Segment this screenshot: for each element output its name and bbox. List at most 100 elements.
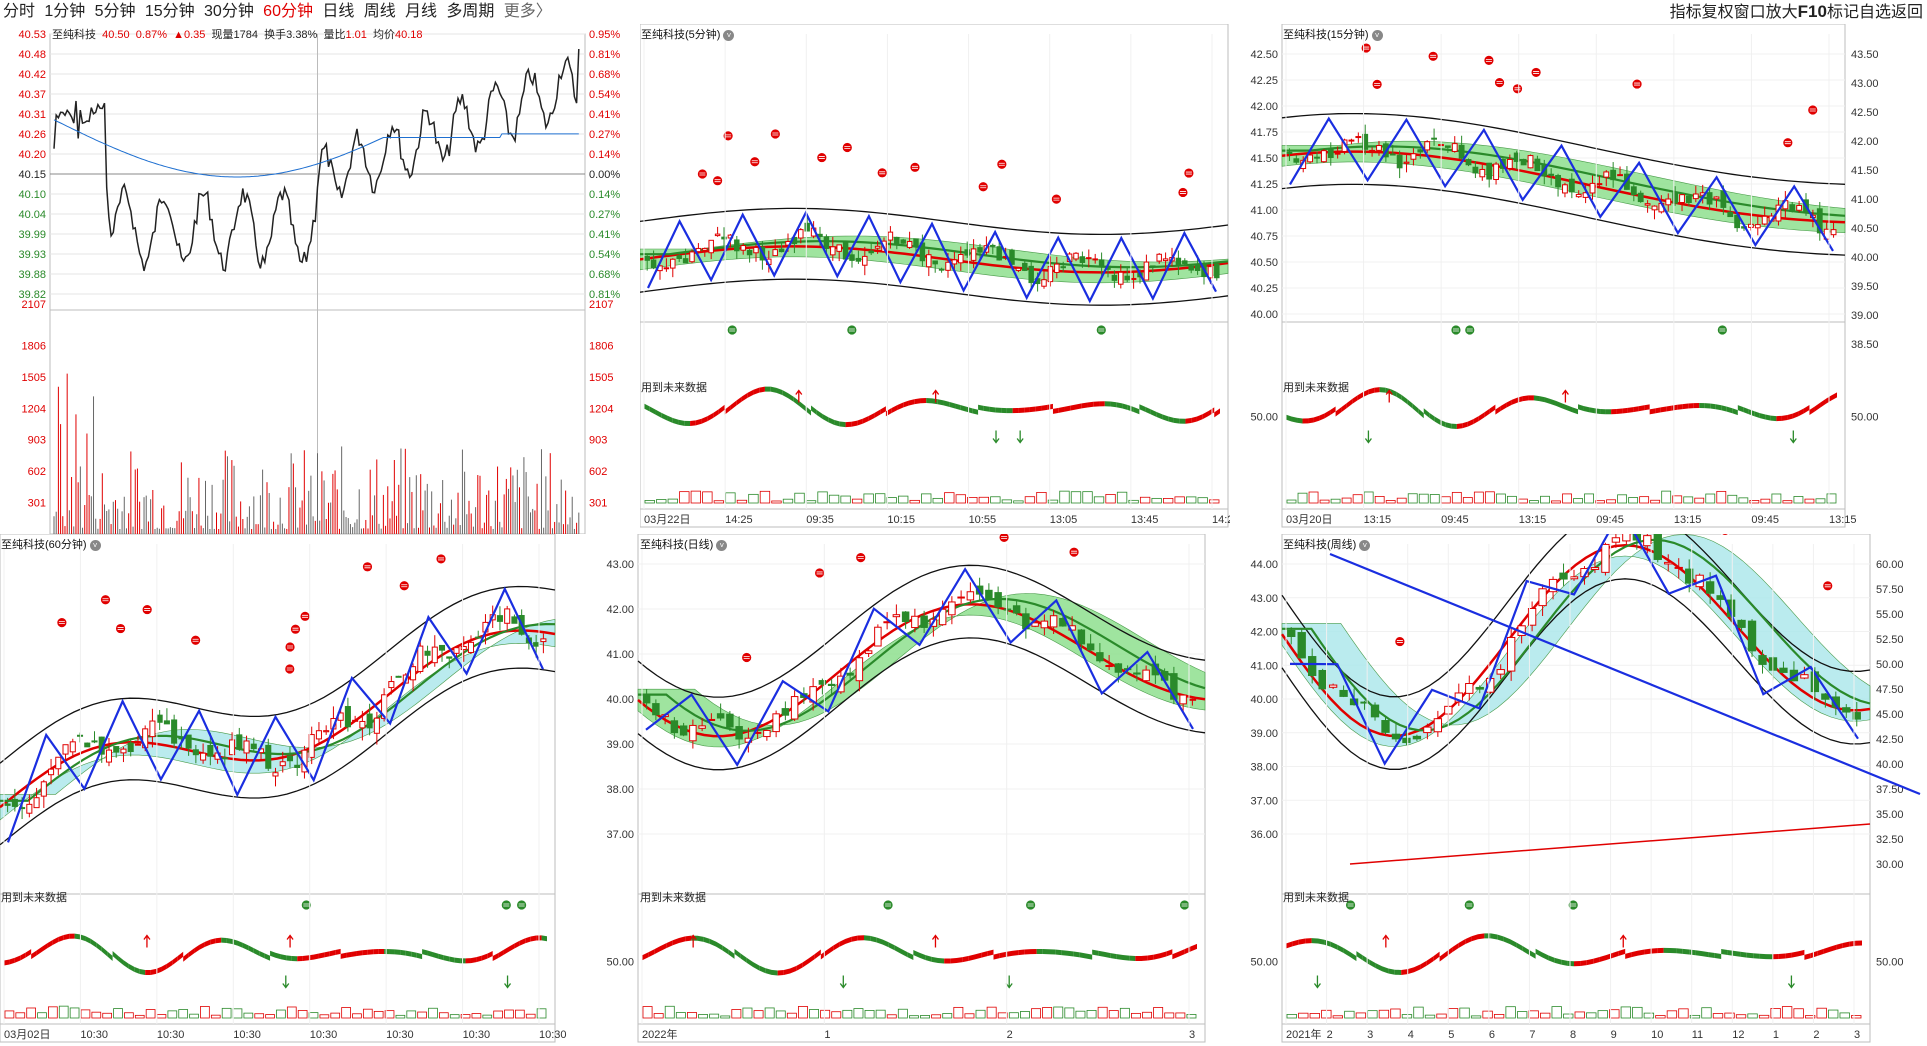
osc-fill <box>1129 955 1136 962</box>
m15-panel[interactable]: 至纯科技(15分钟) ˅ 用到未来数据 42.50 42.25 42.00 41.75 4… <box>1230 24 1927 534</box>
candle <box>1486 162 1493 180</box>
macd-bar <box>1712 1013 1724 1019</box>
macd-bar <box>319 1014 330 1019</box>
osc-fill <box>926 398 932 404</box>
osc-fill <box>1606 952 1613 961</box>
osc-fill <box>1633 406 1639 413</box>
candle <box>1376 145 1382 151</box>
osc-fill <box>764 386 771 392</box>
osc-fill <box>1330 941 1338 950</box>
daily-dropdown-icon[interactable]: ˅ <box>716 539 728 551</box>
price-tick: 42.25 <box>1250 75 1278 87</box>
m5-dropdown-icon[interactable]: ˅ <box>723 29 735 41</box>
daily-panel[interactable]: 至纯科技(日线) ˅ 用到未来数据 43.00 42.00 41.00 40.00 39.… <box>590 534 1230 1046</box>
candle <box>156 714 163 723</box>
macd-bar <box>1163 498 1174 504</box>
macd-bar <box>1001 499 1013 504</box>
macd-bar <box>1851 1015 1862 1019</box>
osc-fill <box>1791 951 1798 958</box>
osc-fill <box>1426 956 1434 966</box>
osc-fill <box>790 965 797 974</box>
osc-fill <box>814 949 821 960</box>
osc-fill <box>1420 960 1427 970</box>
osc-fill <box>1638 405 1645 412</box>
osc-fill <box>1162 414 1169 422</box>
candle <box>1098 259 1105 267</box>
osc-fill <box>1467 419 1474 427</box>
tab-weekly[interactable]: 周线 <box>363 3 396 20</box>
candle <box>846 672 854 676</box>
osc-fill <box>833 941 840 951</box>
tab-5min[interactable]: 5分钟 <box>94 3 136 20</box>
candle <box>1475 686 1484 690</box>
zoom-button[interactable]: 放大 <box>1765 4 1798 21</box>
tab-more[interactable]: 更多〉 <box>503 3 552 20</box>
right-toolbar: 指标复权窗口放大F10标记自选返回 <box>1670 0 1923 24</box>
candle <box>359 720 366 729</box>
price-tick: 40.20 <box>18 149 46 161</box>
macd-bar <box>1562 493 1572 504</box>
sell-signal-icon <box>1782 137 1794 149</box>
tab-daily[interactable]: 日线 <box>322 3 355 20</box>
volume-tick: 1505 <box>22 372 46 384</box>
m60-dropdown-icon[interactable]: ˅ <box>89 539 101 551</box>
macd-bar <box>944 492 955 504</box>
m60-panel[interactable]: 至纯科技(60分钟) ˅ 用到未来数据 03月02日 10:30 10:30 10:30… <box>0 534 590 1046</box>
macd-bar <box>1749 500 1760 504</box>
osc-fill <box>1104 951 1111 959</box>
tab-intraday[interactable]: 分时 <box>3 3 36 20</box>
tab-1min[interactable]: 1分钟 <box>44 3 86 20</box>
sell-signal-icon <box>284 641 296 653</box>
osc-fill <box>1754 411 1760 419</box>
sell-signal-icon <box>1360 42 1372 54</box>
tab-multi-period[interactable]: 多周期 <box>446 3 495 20</box>
osc-fill <box>685 935 692 942</box>
candle <box>772 249 778 257</box>
intraday-panel[interactable]: 至纯科技 40.50 0.87% ▲0.35 现量1784 换手3.38% 量比… <box>0 24 640 534</box>
osc-fill <box>1133 406 1140 415</box>
tab-30min[interactable]: 30分钟 <box>204 3 254 20</box>
candle <box>1713 196 1720 200</box>
osc-fill <box>1429 412 1435 422</box>
sell-signal-icon <box>401 584 408 588</box>
macd-bar <box>942 1013 953 1019</box>
window-button[interactable]: 窗口 <box>1733 4 1766 21</box>
candle <box>1391 733 1401 740</box>
tab-15min[interactable]: 15分钟 <box>144 3 195 20</box>
osc-fill <box>177 951 184 962</box>
macd-bar <box>460 1014 471 1019</box>
mark-button[interactable]: 标记 <box>1826 4 1859 21</box>
osc-fill <box>1311 938 1318 944</box>
tab-60min[interactable]: 60分钟 <box>263 3 313 20</box>
macd-bar <box>1563 1013 1574 1019</box>
candle <box>453 647 460 654</box>
macd-bar <box>1396 497 1407 504</box>
macd-bar <box>1632 1006 1643 1019</box>
candle <box>1611 537 1621 543</box>
watchlist-button[interactable]: 自选 <box>1858 4 1891 21</box>
arrow-icon <box>931 934 939 948</box>
back-button[interactable]: 返回 <box>1890 4 1923 21</box>
macd-bar <box>124 1012 134 1019</box>
candle <box>1086 257 1092 260</box>
ma-red <box>637 603 1206 738</box>
weekly-panel[interactable]: 至纯科技(周线) ˅ 用到未来数据 44.00 43.00 42.00 41.00 40.… <box>1230 534 1927 1046</box>
indicator-button[interactable]: 指标 <box>1669 4 1702 21</box>
macd-bar <box>702 491 713 504</box>
buy-signal-icon <box>1345 899 1356 911</box>
boll-lower <box>637 637 1206 771</box>
tab-monthly[interactable]: 月线 <box>405 3 438 20</box>
macd-bar <box>759 490 771 504</box>
f10-button[interactable]: F10 <box>1797 2 1827 21</box>
price-tick: 42.50 <box>1876 734 1904 746</box>
macd-bar <box>1209 499 1220 504</box>
m15-dropdown-icon[interactable]: ˅ <box>1371 29 1383 41</box>
osc-fill <box>1401 969 1408 975</box>
volume-tick: 1204 <box>22 403 46 415</box>
weekly-dropdown-icon[interactable]: ˅ <box>1359 539 1371 551</box>
candle <box>1465 683 1474 694</box>
sell-signal-icon <box>996 158 1008 170</box>
adjust-button[interactable]: 复权 <box>1701 4 1734 21</box>
m5-panel[interactable]: 至纯科技(5分钟) ˅ 用到未来数据 03月22日 14:25 09:35 10:15 1… <box>640 24 1230 534</box>
sell-signal-icon <box>1494 77 1505 89</box>
